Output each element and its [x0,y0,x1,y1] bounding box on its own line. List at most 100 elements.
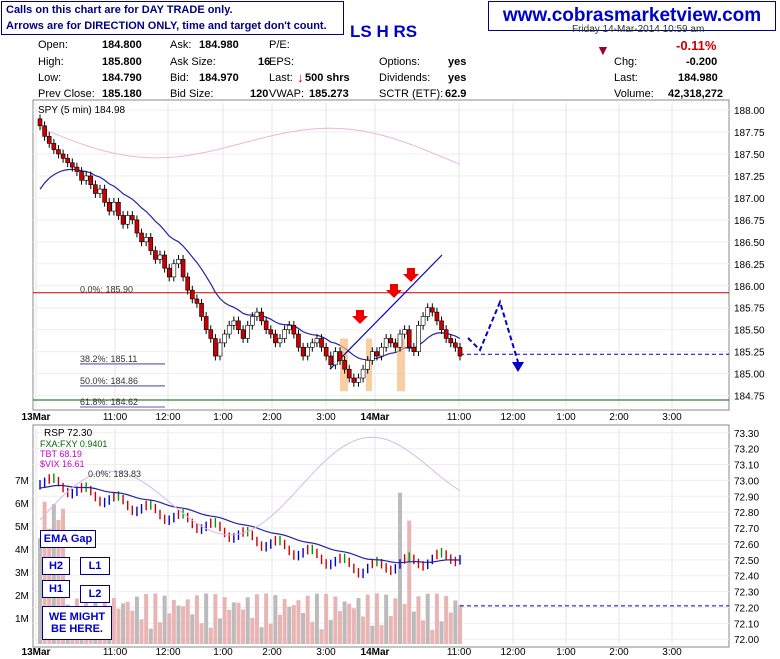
candle-body [166,267,172,278]
h1-label: H1 [42,580,70,598]
options-label: Options: [379,56,420,68]
candle-body [217,342,223,357]
volume-bar [245,597,250,644]
volume-bar [305,595,310,644]
candle-body [125,215,130,225]
indicator-panel [32,424,730,648]
price-y-tick-label: 185.50 [734,326,765,337]
bid-label: Bid: [170,72,189,84]
price-x-tick-label: 1:00 [556,412,576,423]
volume-bar [116,608,121,644]
volume-tick-label: 6M [15,499,29,510]
l1-label: L1 [80,557,110,575]
volume-bar [361,616,366,644]
last-label: Last: [614,72,638,84]
candle-body [356,377,361,383]
candle-body [439,320,444,330]
volume-tick-label: 1M [15,614,29,625]
candle-body [286,324,292,330]
candle-body [291,324,297,335]
volume-bar [444,595,449,644]
price-x-tick-label: 2:00 [262,412,282,423]
volume-bar [190,614,195,644]
candle-body [351,377,357,383]
volume-tick-label: 4M [15,545,29,556]
ask-size-value: 16 [258,56,271,68]
rsp-y-tick-label: 72.00 [734,635,759,646]
price-x-tick-label: 14Mar [361,412,390,423]
price-y-tick-label: 187.00 [734,194,765,205]
candle-body [157,254,163,260]
sctr-value: 62.9 [445,88,467,100]
candle-body [143,237,149,243]
rsp-x-tick-label: 11:00 [447,647,472,658]
candle-body [388,338,394,344]
website-link[interactable]: www.cobrasmarketview.com [488,1,776,31]
price-x-tick-label: 12:00 [155,412,180,423]
candle-body [180,259,186,278]
fib-label: 50.0%: 184.86 [80,376,138,386]
candle-body [190,289,195,300]
candle-body [139,232,144,243]
candle-body [420,316,426,326]
volume-bar [273,595,278,644]
date-text: Friday 14-Mar-2014 10:59 am [572,24,705,35]
rsp-title: RSP 72.30 [44,428,93,439]
price-y-tick-label: 185.25 [734,348,765,359]
candle-body [51,143,57,150]
vwap-value: 185.273 [309,88,349,100]
volume-bar [204,593,209,644]
candle-body [106,201,112,212]
price-y-tick-label: 185.75 [734,304,765,315]
volume-bar [121,603,126,644]
candle-body [93,184,98,194]
l2-label: L2 [80,585,110,603]
rsp-ema-line [39,484,461,564]
candle-body [379,346,384,357]
volume-tick-label: 5M [15,522,29,533]
candle-body [434,311,440,322]
price-y-tick-label: 187.75 [734,128,765,139]
volume-bar [167,613,172,644]
volume-bar [402,604,407,644]
candle-body [231,320,237,326]
candle-body [97,188,103,194]
candle-body [56,149,61,155]
price-y-tick-label: 186.25 [734,260,765,271]
candle-body [402,329,407,335]
candle-body [254,311,260,317]
volume-bar [301,612,306,644]
price-overlay-line [39,127,461,165]
rsp-x-tick-label: 1:00 [556,647,576,658]
candle-body [60,153,66,159]
might-be-here-label: WE MIGHT BE HERE. [42,606,112,640]
candle-body [319,338,324,348]
candle-body [406,329,412,348]
rsp-x-tick-label: 2:00 [609,647,629,658]
rsp-y-tick-label: 72.30 [734,588,759,599]
volume-bar [379,625,384,644]
rsp-y-tick-label: 72.90 [734,492,759,503]
volume-bar [430,629,435,644]
candle-body [346,368,352,379]
prev-close-label: Prev Close: [38,88,95,100]
volume-bar [250,617,255,644]
price-x-tick-label: 13Mar [22,412,51,423]
volume-bar [458,604,462,644]
volume-bar [139,619,144,644]
candle-body [134,219,140,234]
volume-bar [347,603,352,644]
volume-bar [365,594,370,644]
candle-body [148,237,154,251]
rsp-x-tick-label: 2:00 [262,647,282,658]
red-down-arrow-icon [403,268,419,282]
volume-bar [421,620,426,644]
chg-value: -0.200 [686,56,718,68]
volume-bar [356,598,361,644]
price-y-tick-label: 188.00 [734,106,765,117]
price-x-tick-label: 3:00 [662,412,682,423]
volume-bar [185,599,190,644]
rsp-y-tick-label: 72.70 [734,524,759,535]
volume-bar [342,601,347,644]
ema-gap-label: EMA Gap [40,530,96,548]
